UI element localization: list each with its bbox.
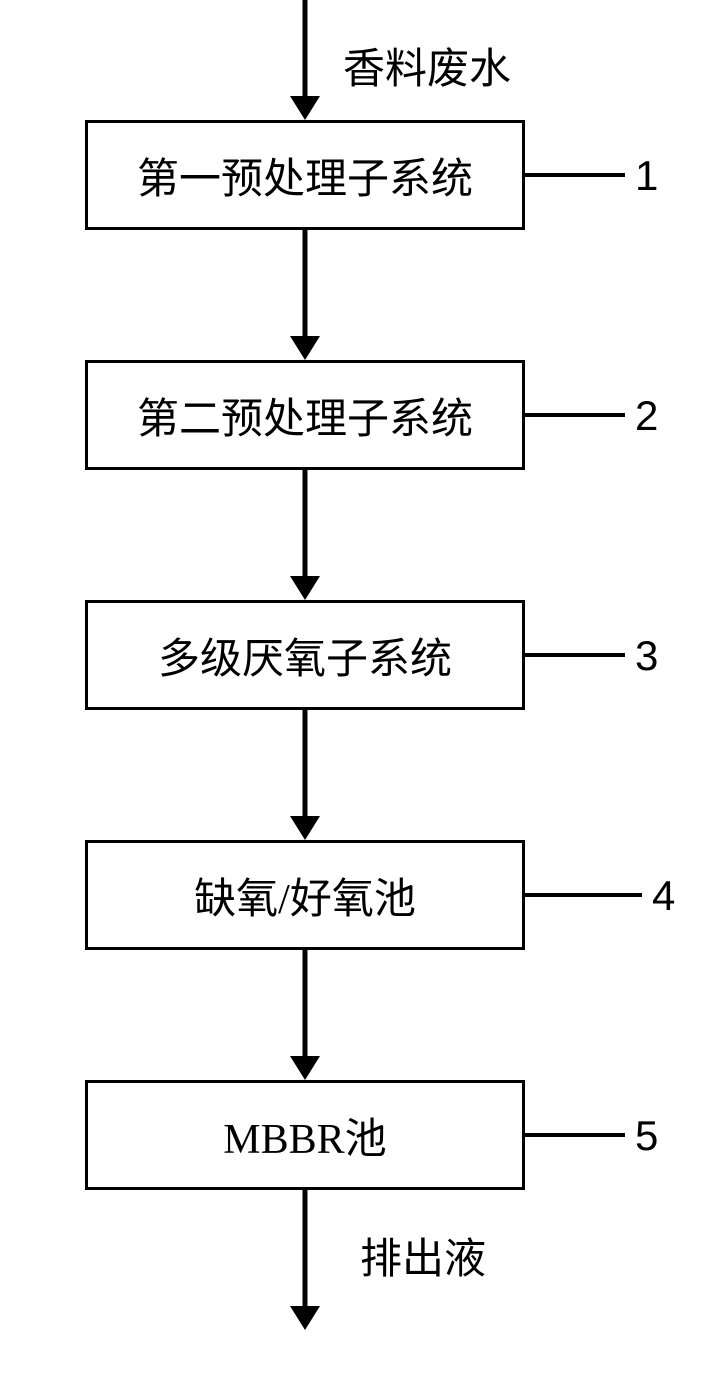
connector-line bbox=[525, 653, 625, 657]
process-number-4: 4 bbox=[652, 872, 675, 920]
connector-line bbox=[525, 173, 625, 177]
process-number-2: 2 bbox=[635, 392, 658, 440]
process-node-2: 第二预处理子系统 bbox=[85, 360, 525, 470]
process-number-1: 1 bbox=[635, 152, 658, 200]
process-node-label: 多级厌氧子系统 bbox=[158, 625, 452, 686]
process-node-label: 第一预处理子系统 bbox=[137, 145, 473, 206]
connector-line bbox=[525, 1133, 625, 1137]
process-number-3: 3 bbox=[635, 632, 658, 680]
input-label: 香料废水 bbox=[343, 35, 511, 96]
process-node-3: 多级厌氧子系统 bbox=[85, 600, 525, 710]
process-number-5: 5 bbox=[635, 1112, 658, 1160]
process-node-label: 缺氧/好氧池 bbox=[194, 865, 416, 926]
process-node-4: 缺氧/好氧池 bbox=[85, 840, 525, 950]
connector-line bbox=[525, 413, 625, 417]
connector-line bbox=[525, 893, 642, 897]
process-node-label: 第二预处理子系统 bbox=[137, 385, 473, 446]
process-node-1: 第一预处理子系统 bbox=[85, 120, 525, 230]
output-label: 排出液 bbox=[360, 1225, 486, 1286]
process-node-label: MBBR池 bbox=[223, 1105, 386, 1166]
process-node-5: MBBR池 bbox=[85, 1080, 525, 1190]
